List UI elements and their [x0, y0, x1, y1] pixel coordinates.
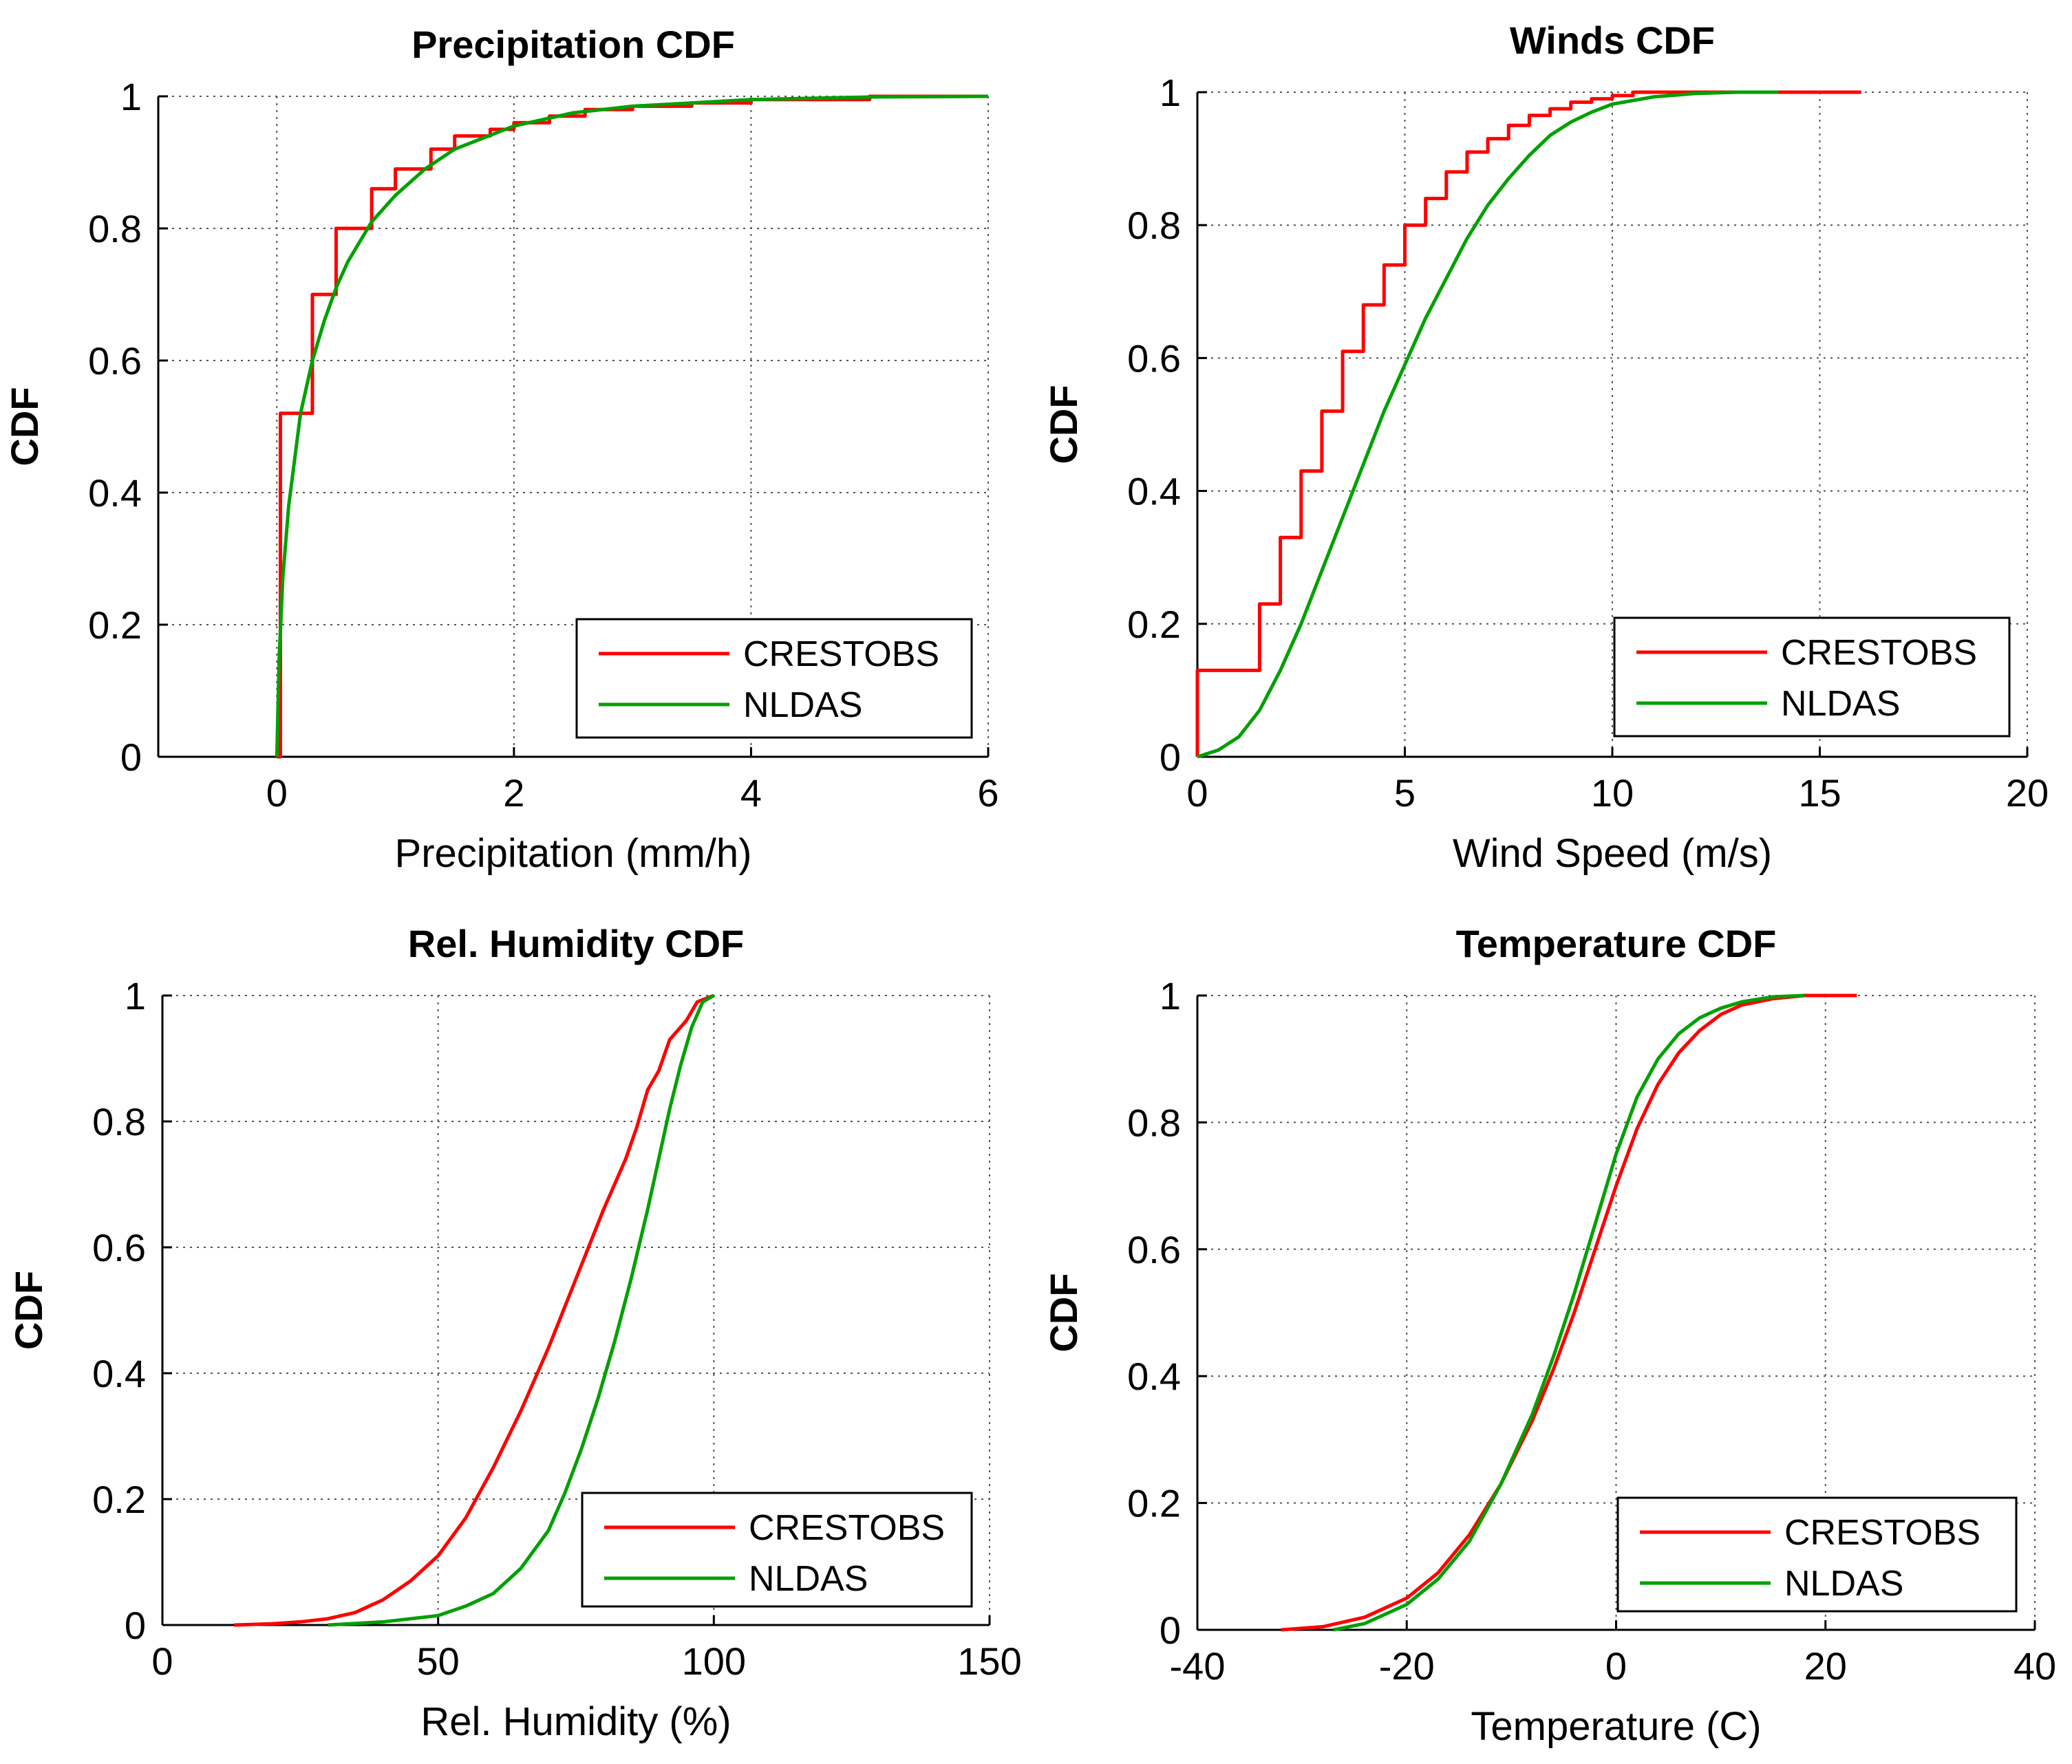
x-axis-label: Precipitation (mm/h) — [395, 831, 752, 876]
x-tick-label: 6 — [977, 771, 998, 815]
x-tick-label: 100 — [682, 1639, 746, 1683]
y-tick-label: 0 — [1160, 1609, 1181, 1652]
y-tick-label: 0.2 — [92, 1478, 146, 1521]
legend: CRESTOBS NLDAS — [575, 618, 973, 739]
series-line-nldas — [275, 94, 989, 757]
x-tick-label: 20 — [1804, 1644, 1847, 1688]
x-tick-label: 0 — [151, 1639, 173, 1683]
x-axis-label: Rel. Humidity (%) — [420, 1699, 731, 1744]
legend-label-nldas: NLDAS — [1784, 1564, 1903, 1604]
y-tick-label: 0 — [120, 735, 142, 779]
series-line-crestobs — [1281, 993, 1857, 1632]
x-tick-label: 4 — [740, 771, 762, 815]
y-tick-label: 0.2 — [1127, 603, 1181, 646]
y-tick-label: 0.6 — [92, 1226, 146, 1269]
legend-box — [575, 618, 973, 739]
legend-label-nldas: NLDAS — [749, 1559, 868, 1599]
y-axis-label: CDF — [7, 1271, 50, 1350]
y-tick-label: 0.8 — [92, 1100, 146, 1143]
y-tick-label: 0.2 — [88, 603, 142, 647]
legend-box — [1613, 616, 2011, 738]
subplot-1: 0 2 4 6 0 0.2 0.4 0.6 0.8 1 Precipitation CDF Preci… — [3, 23, 999, 876]
y-tick-label: 1 — [120, 75, 142, 118]
series-line-crestobs — [1195, 90, 1861, 757]
y-tick-label: 0 — [125, 1604, 146, 1647]
x-tick-label: 40 — [2014, 1644, 2056, 1688]
x-tick-label: 20 — [2006, 771, 2049, 815]
legend: CRESTOBS NLDAS — [581, 1492, 973, 1608]
x-tick-label: -40 — [1170, 1644, 1226, 1688]
subplot-4: -40 -20 0 20 40 0 0.2 0.4 0.6 0.8 1 Temperature CDF… — [1042, 922, 2056, 1749]
y-tick-label: 0.4 — [1127, 1355, 1181, 1398]
x-tick-label: 10 — [1591, 771, 1634, 815]
y-tick-label: 0.6 — [1127, 1228, 1181, 1271]
series-line-nldas — [328, 993, 715, 1627]
y-tick-label: 0.8 — [1127, 204, 1181, 247]
chart-title: Winds CDF — [1510, 19, 1715, 62]
y-tick-label: 0.4 — [1127, 470, 1181, 513]
y-tick-label: 0.8 — [88, 207, 142, 250]
y-tick-label: 0.6 — [88, 339, 142, 383]
x-tick-label: 150 — [957, 1639, 1021, 1683]
chart-title: Rel. Humidity CDF — [408, 922, 744, 965]
x-axis-label: Wind Speed (m/s) — [1453, 831, 1772, 876]
y-tick-label: 1 — [125, 974, 146, 1018]
series-line-nldas — [1197, 90, 1779, 759]
series-line-crestobs — [234, 993, 715, 1627]
legend: CRESTOBS NLDAS — [1616, 1496, 2018, 1613]
legend-label-nldas: NLDAS — [743, 685, 862, 725]
series-line-nldas — [1333, 993, 1805, 1632]
y-tick-label: 0.2 — [1127, 1482, 1181, 1525]
x-tick-label: 2 — [503, 771, 524, 815]
legend: CRESTOBS NLDAS — [1613, 616, 2011, 738]
subplot-2: 0 5 10 15 20 0 0.2 0.4 0.6 0.8 1 Winds CDF Wind Spee… — [1042, 19, 2049, 876]
y-axis-label: CDF — [1042, 1273, 1085, 1352]
y-axis-label: CDF — [3, 387, 46, 466]
y-tick-label: 0 — [1160, 735, 1181, 779]
legend-label-crestobs: CRESTOBS — [743, 634, 939, 674]
legend-label-nldas: NLDAS — [1781, 684, 1900, 724]
x-tick-label: 0 — [1186, 771, 1208, 815]
x-tick-label: 15 — [1798, 771, 1841, 815]
legend-label-crestobs: CRESTOBS — [749, 1508, 945, 1548]
y-tick-label: 0.8 — [1127, 1101, 1181, 1144]
chart-title: Temperature CDF — [1456, 922, 1777, 965]
y-tick-label: 0.6 — [1127, 336, 1181, 380]
legend-box — [1616, 1496, 2018, 1613]
chart-title: Precipitation CDF — [412, 23, 735, 66]
y-axis-label: CDF — [1042, 385, 1085, 464]
subplot-3: 0 50 100 150 0 0.2 0.4 0.6 0.8 1 Rel. Humidity CDF… — [7, 922, 1022, 1744]
x-tick-label: 5 — [1394, 771, 1416, 815]
y-tick-label: 0.4 — [92, 1352, 146, 1395]
x-axis-label: Temperature (C) — [1471, 1704, 1761, 1749]
y-tick-label: 0.4 — [88, 471, 142, 515]
x-tick-label: 0 — [266, 771, 288, 815]
x-tick-label: 0 — [1605, 1644, 1627, 1688]
legend-label-crestobs: CRESTOBS — [1781, 633, 1977, 673]
legend-box — [581, 1492, 973, 1608]
x-tick-label: 50 — [417, 1639, 460, 1683]
legend-label-crestobs: CRESTOBS — [1784, 1513, 1980, 1553]
x-tick-label: -20 — [1379, 1644, 1435, 1688]
y-tick-label: 1 — [1160, 71, 1181, 114]
y-tick-label: 1 — [1160, 974, 1181, 1018]
